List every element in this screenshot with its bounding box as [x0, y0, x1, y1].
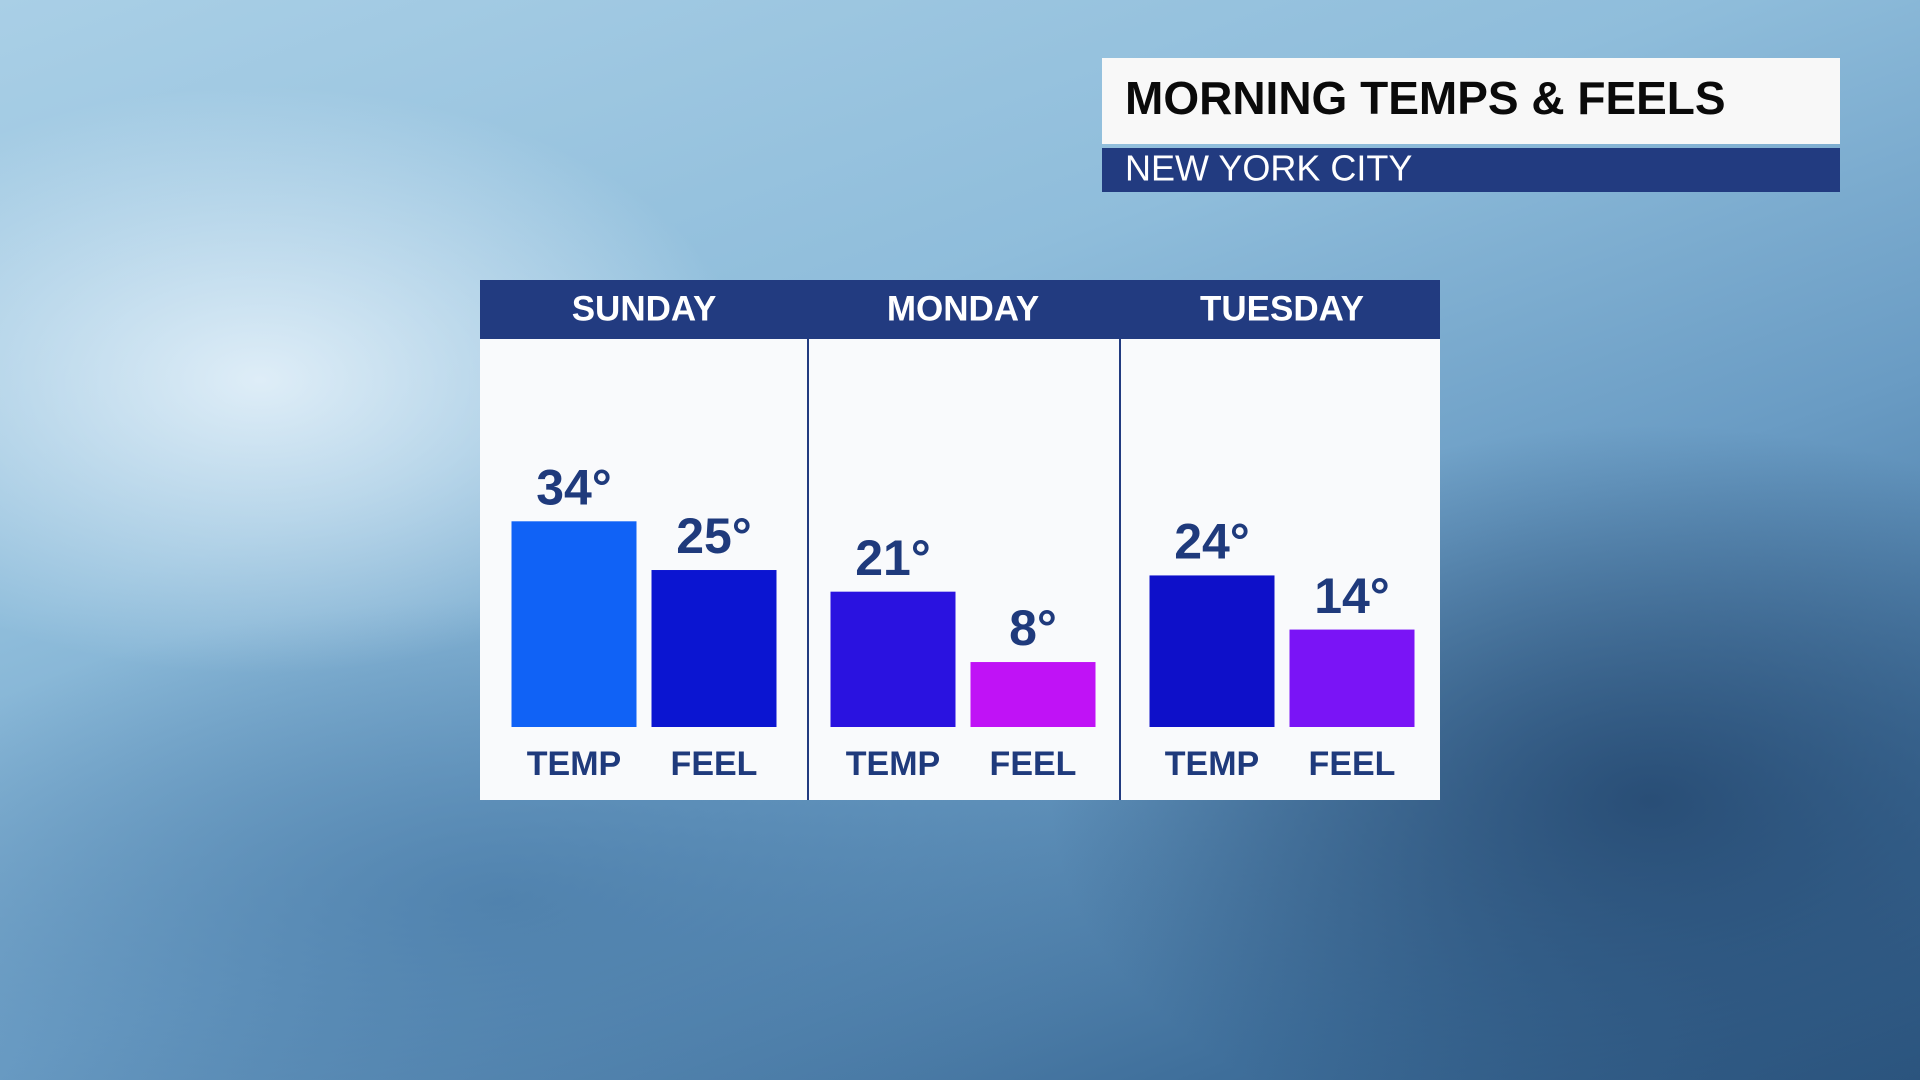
value-label: 24°: [1174, 514, 1250, 570]
day-label: SUNDAY: [572, 289, 717, 328]
value-label: 21°: [855, 530, 931, 586]
series-label: TEMP: [527, 745, 621, 783]
bar: [970, 662, 1096, 727]
value-label: 14°: [1314, 568, 1390, 624]
series-label: FEEL: [671, 745, 758, 783]
chart-subtitle: NEW YORK CITY: [1125, 148, 1412, 189]
day-label: MONDAY: [887, 289, 1039, 328]
series-label: FEEL: [1309, 745, 1396, 783]
day-label: TUESDAY: [1200, 289, 1364, 328]
bar: [830, 591, 956, 727]
value-label: 8°: [1009, 600, 1057, 656]
panel: [480, 280, 1440, 800]
bar: [1289, 629, 1415, 727]
series-label: TEMP: [1165, 745, 1259, 783]
value-label: 34°: [536, 460, 612, 516]
bar: [511, 521, 637, 727]
series-label: TEMP: [846, 745, 940, 783]
series-label: FEEL: [990, 745, 1077, 783]
chart-title: MORNING TEMPS & FEELS: [1125, 72, 1726, 124]
title-box: [1102, 58, 1840, 144]
subtitle-bar: [1102, 148, 1840, 192]
panel-header: [480, 280, 1440, 339]
bar: [651, 570, 777, 727]
value-label: 25°: [676, 508, 752, 564]
bar: [1149, 575, 1275, 727]
